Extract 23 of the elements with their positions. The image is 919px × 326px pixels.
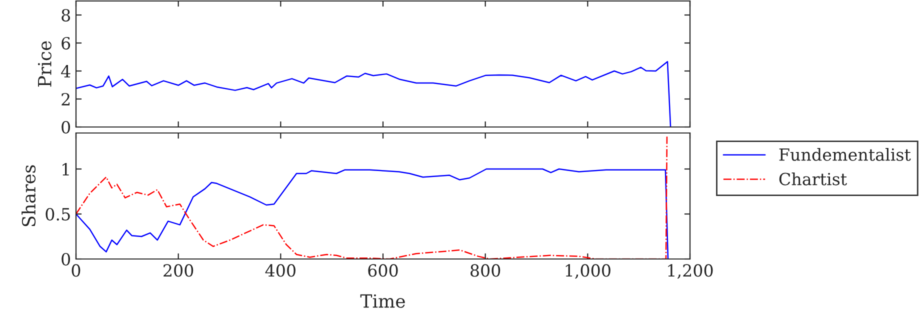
x-tick-label: 400 (265, 264, 296, 277)
x-tick-label: 1,000 (566, 264, 610, 279)
y-tick-label: 0 (62, 252, 70, 266)
y-tick-label: 2 (62, 92, 70, 106)
y-tick-label: 8 (62, 8, 70, 22)
x-axis-title: Time (360, 294, 405, 308)
y-tick-label: 4 (61, 64, 70, 78)
y-tick-label: 0.5 (46, 208, 70, 221)
y-tick-label: 6 (62, 36, 70, 50)
line-series (76, 168, 669, 259)
legend-label: Fundementalist (779, 148, 911, 161)
x-tick-label: 0 (72, 264, 80, 277)
x-tick-label: 1,200 (668, 264, 713, 279)
x-tick-label: 600 (368, 264, 398, 277)
y-tick-label: 0 (62, 120, 70, 134)
y-tick-label: 1 (62, 162, 69, 176)
line-series (76, 60, 672, 127)
y-axis-title: Price (38, 41, 52, 87)
line-series (76, 136, 668, 259)
y-axis-title: Shares (22, 165, 36, 226)
x-tick-label: 200 (164, 264, 194, 277)
legend-label: Chartist (779, 172, 847, 186)
x-tick-label: 800 (470, 264, 500, 277)
